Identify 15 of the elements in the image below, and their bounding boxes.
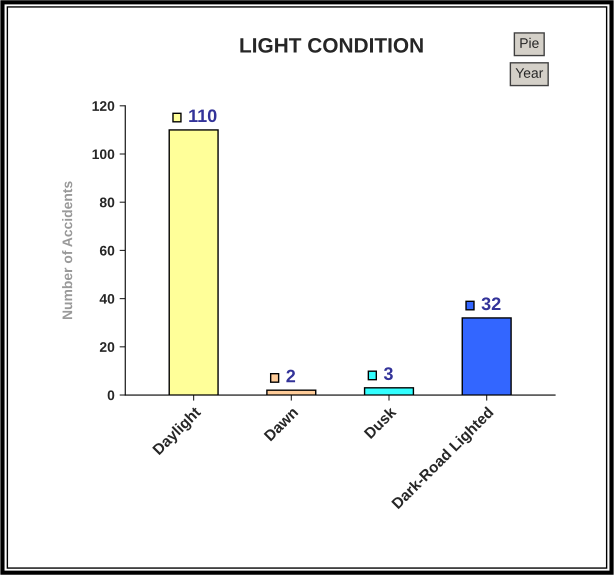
y-tick-label: 100 xyxy=(92,149,114,160)
text: Pie xyxy=(520,38,539,48)
y-tick-label: 20 xyxy=(100,342,114,352)
data-label: 2 xyxy=(286,370,296,382)
y-tick-label: 120 xyxy=(92,101,114,111)
y-axis-title: Number of Accidents xyxy=(62,181,72,320)
chart-title: LIGHT CONDITION xyxy=(240,38,423,53)
data-label: 3 xyxy=(384,367,393,380)
text: Year xyxy=(516,68,544,78)
y-tick-label: 0 xyxy=(108,390,114,400)
y-tick-label: 60 xyxy=(100,246,114,256)
y-tick-label: 80 xyxy=(100,198,114,208)
data-label: 110 xyxy=(189,109,216,122)
data-label: 32 xyxy=(482,297,500,310)
y-tick-label: 40 xyxy=(100,294,114,304)
